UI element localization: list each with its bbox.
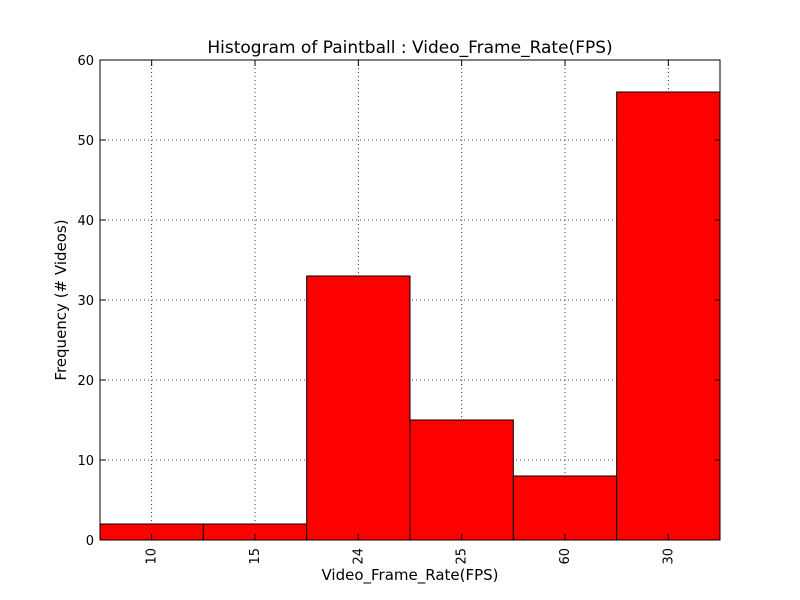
x-tick-label: 15 [248, 548, 263, 565]
y-tick-label: 0 [86, 534, 94, 549]
x-tick-label: 25 [455, 548, 470, 565]
x-tick-label: 10 [145, 548, 160, 565]
bar-24 [306, 275, 411, 541]
y-tick-label: 60 [77, 54, 94, 69]
y-tick-label: 40 [77, 214, 94, 229]
bar-25 [409, 419, 514, 541]
ticks-layer: 0 10 20 30 40 50 60 10 15 24 25 60 30 [77, 54, 676, 565]
bars-layer [99, 91, 721, 541]
x-tick-label: 30 [661, 548, 676, 565]
x-tick-label: 24 [351, 548, 366, 565]
y-tick-label: 50 [77, 134, 94, 149]
axes-layer [99, 59, 721, 541]
x-axis-label: Video_Frame_Rate(FPS) [321, 566, 498, 585]
y-tick-label: 10 [77, 454, 94, 469]
plot-frame [99, 59, 721, 541]
chart-title: Histogram of Paintball : Video_Frame_Rat… [207, 38, 612, 58]
bar-30 [616, 91, 721, 541]
x-tick-label: 60 [558, 548, 573, 565]
y-axis-label: Frequency (# Videos) [52, 219, 70, 380]
y-tick-label: 20 [77, 374, 94, 389]
bar-60 [512, 475, 618, 541]
y-tick-label: 30 [77, 294, 94, 309]
